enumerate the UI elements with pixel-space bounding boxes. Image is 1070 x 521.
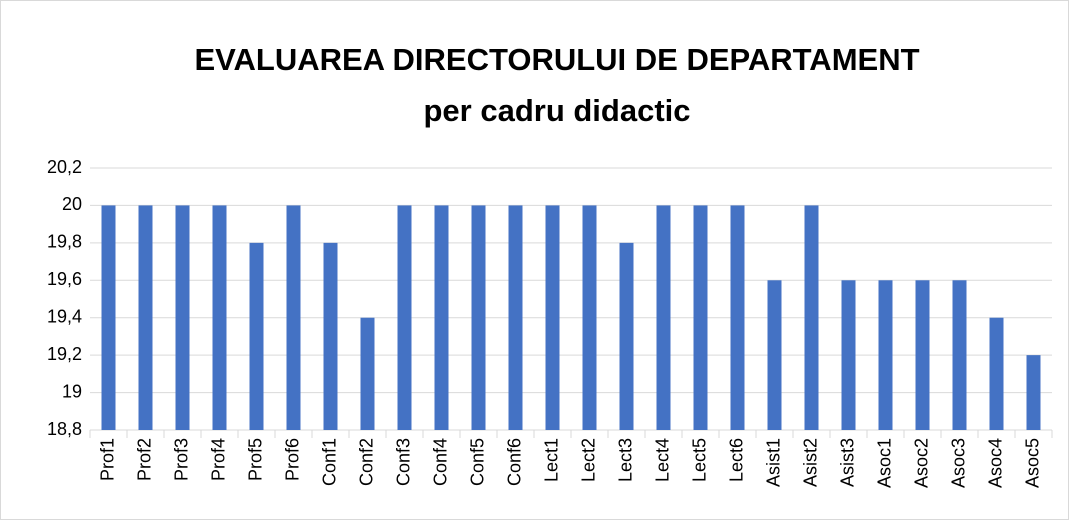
bar (101, 205, 116, 430)
x-tick-label: Lect1 (541, 438, 561, 482)
y-tick-label: 20,2 (47, 157, 82, 177)
bar (952, 280, 967, 430)
y-tick-label: 20 (62, 194, 82, 214)
x-tick-label: Lect5 (689, 438, 709, 482)
bar (1026, 355, 1041, 430)
x-tick-label: Prof5 (245, 438, 265, 481)
bar (878, 280, 893, 430)
x-tick-label: Prof4 (208, 438, 228, 481)
bar (804, 205, 819, 430)
bar (989, 317, 1004, 430)
bar (323, 242, 338, 430)
bar (175, 205, 190, 430)
bar (397, 205, 412, 430)
x-tick-label: Conf3 (393, 438, 413, 486)
x-tick-label: Asoc2 (911, 438, 931, 488)
x-tick-label: Asoc5 (1022, 438, 1042, 488)
chart-title: EVALUAREA DIRECTORULUI DE DEPARTAMENT (194, 42, 919, 77)
x-tick-label: Lect6 (726, 438, 746, 482)
y-tick-label: 19,4 (47, 306, 82, 326)
bar (434, 205, 449, 430)
chart-subtitle: per cadru didactic (423, 93, 690, 128)
bar (471, 205, 486, 430)
x-tick-label: Asoc4 (985, 438, 1005, 488)
x-tick-label: Prof6 (282, 438, 302, 481)
x-tick-label: Conf2 (356, 438, 376, 486)
x-tick-label: Lect2 (578, 438, 598, 482)
bar (249, 242, 264, 430)
bar (508, 205, 523, 430)
bar (767, 280, 782, 430)
x-tick-label: Asoc3 (948, 438, 968, 488)
bar (286, 205, 301, 430)
bar (730, 205, 745, 430)
bar (545, 205, 560, 430)
x-tick-label: Conf6 (504, 438, 524, 486)
y-tick-label: 18,8 (47, 419, 82, 439)
x-tick-label: Asist1 (763, 438, 783, 487)
x-tick-label: Asist3 (837, 438, 857, 487)
x-tick-label: Lect3 (615, 438, 635, 482)
x-tick-label: Asoc1 (874, 438, 894, 488)
bar (693, 205, 708, 430)
x-tick-label: Conf1 (319, 438, 339, 486)
x-tick-label: Prof3 (171, 438, 191, 481)
y-tick-label: 19,6 (47, 269, 82, 289)
x-tick-label: Conf5 (467, 438, 487, 486)
bar (841, 280, 856, 430)
y-tick-label: 19,8 (47, 232, 82, 252)
bar (915, 280, 930, 430)
y-tick-label: 19,2 (47, 344, 82, 364)
y-tick-label: 19 (62, 381, 82, 401)
x-tick-label: Conf4 (430, 438, 450, 486)
bar (212, 205, 227, 430)
bar (138, 205, 153, 430)
x-tick-label: Asist2 (800, 438, 820, 487)
bar (619, 242, 634, 430)
bar (582, 205, 597, 430)
bar (360, 317, 375, 430)
bar (656, 205, 671, 430)
x-tick-label: Prof2 (134, 438, 154, 481)
x-tick-label: Lect4 (652, 438, 672, 482)
x-tick-label: Prof1 (97, 438, 117, 481)
